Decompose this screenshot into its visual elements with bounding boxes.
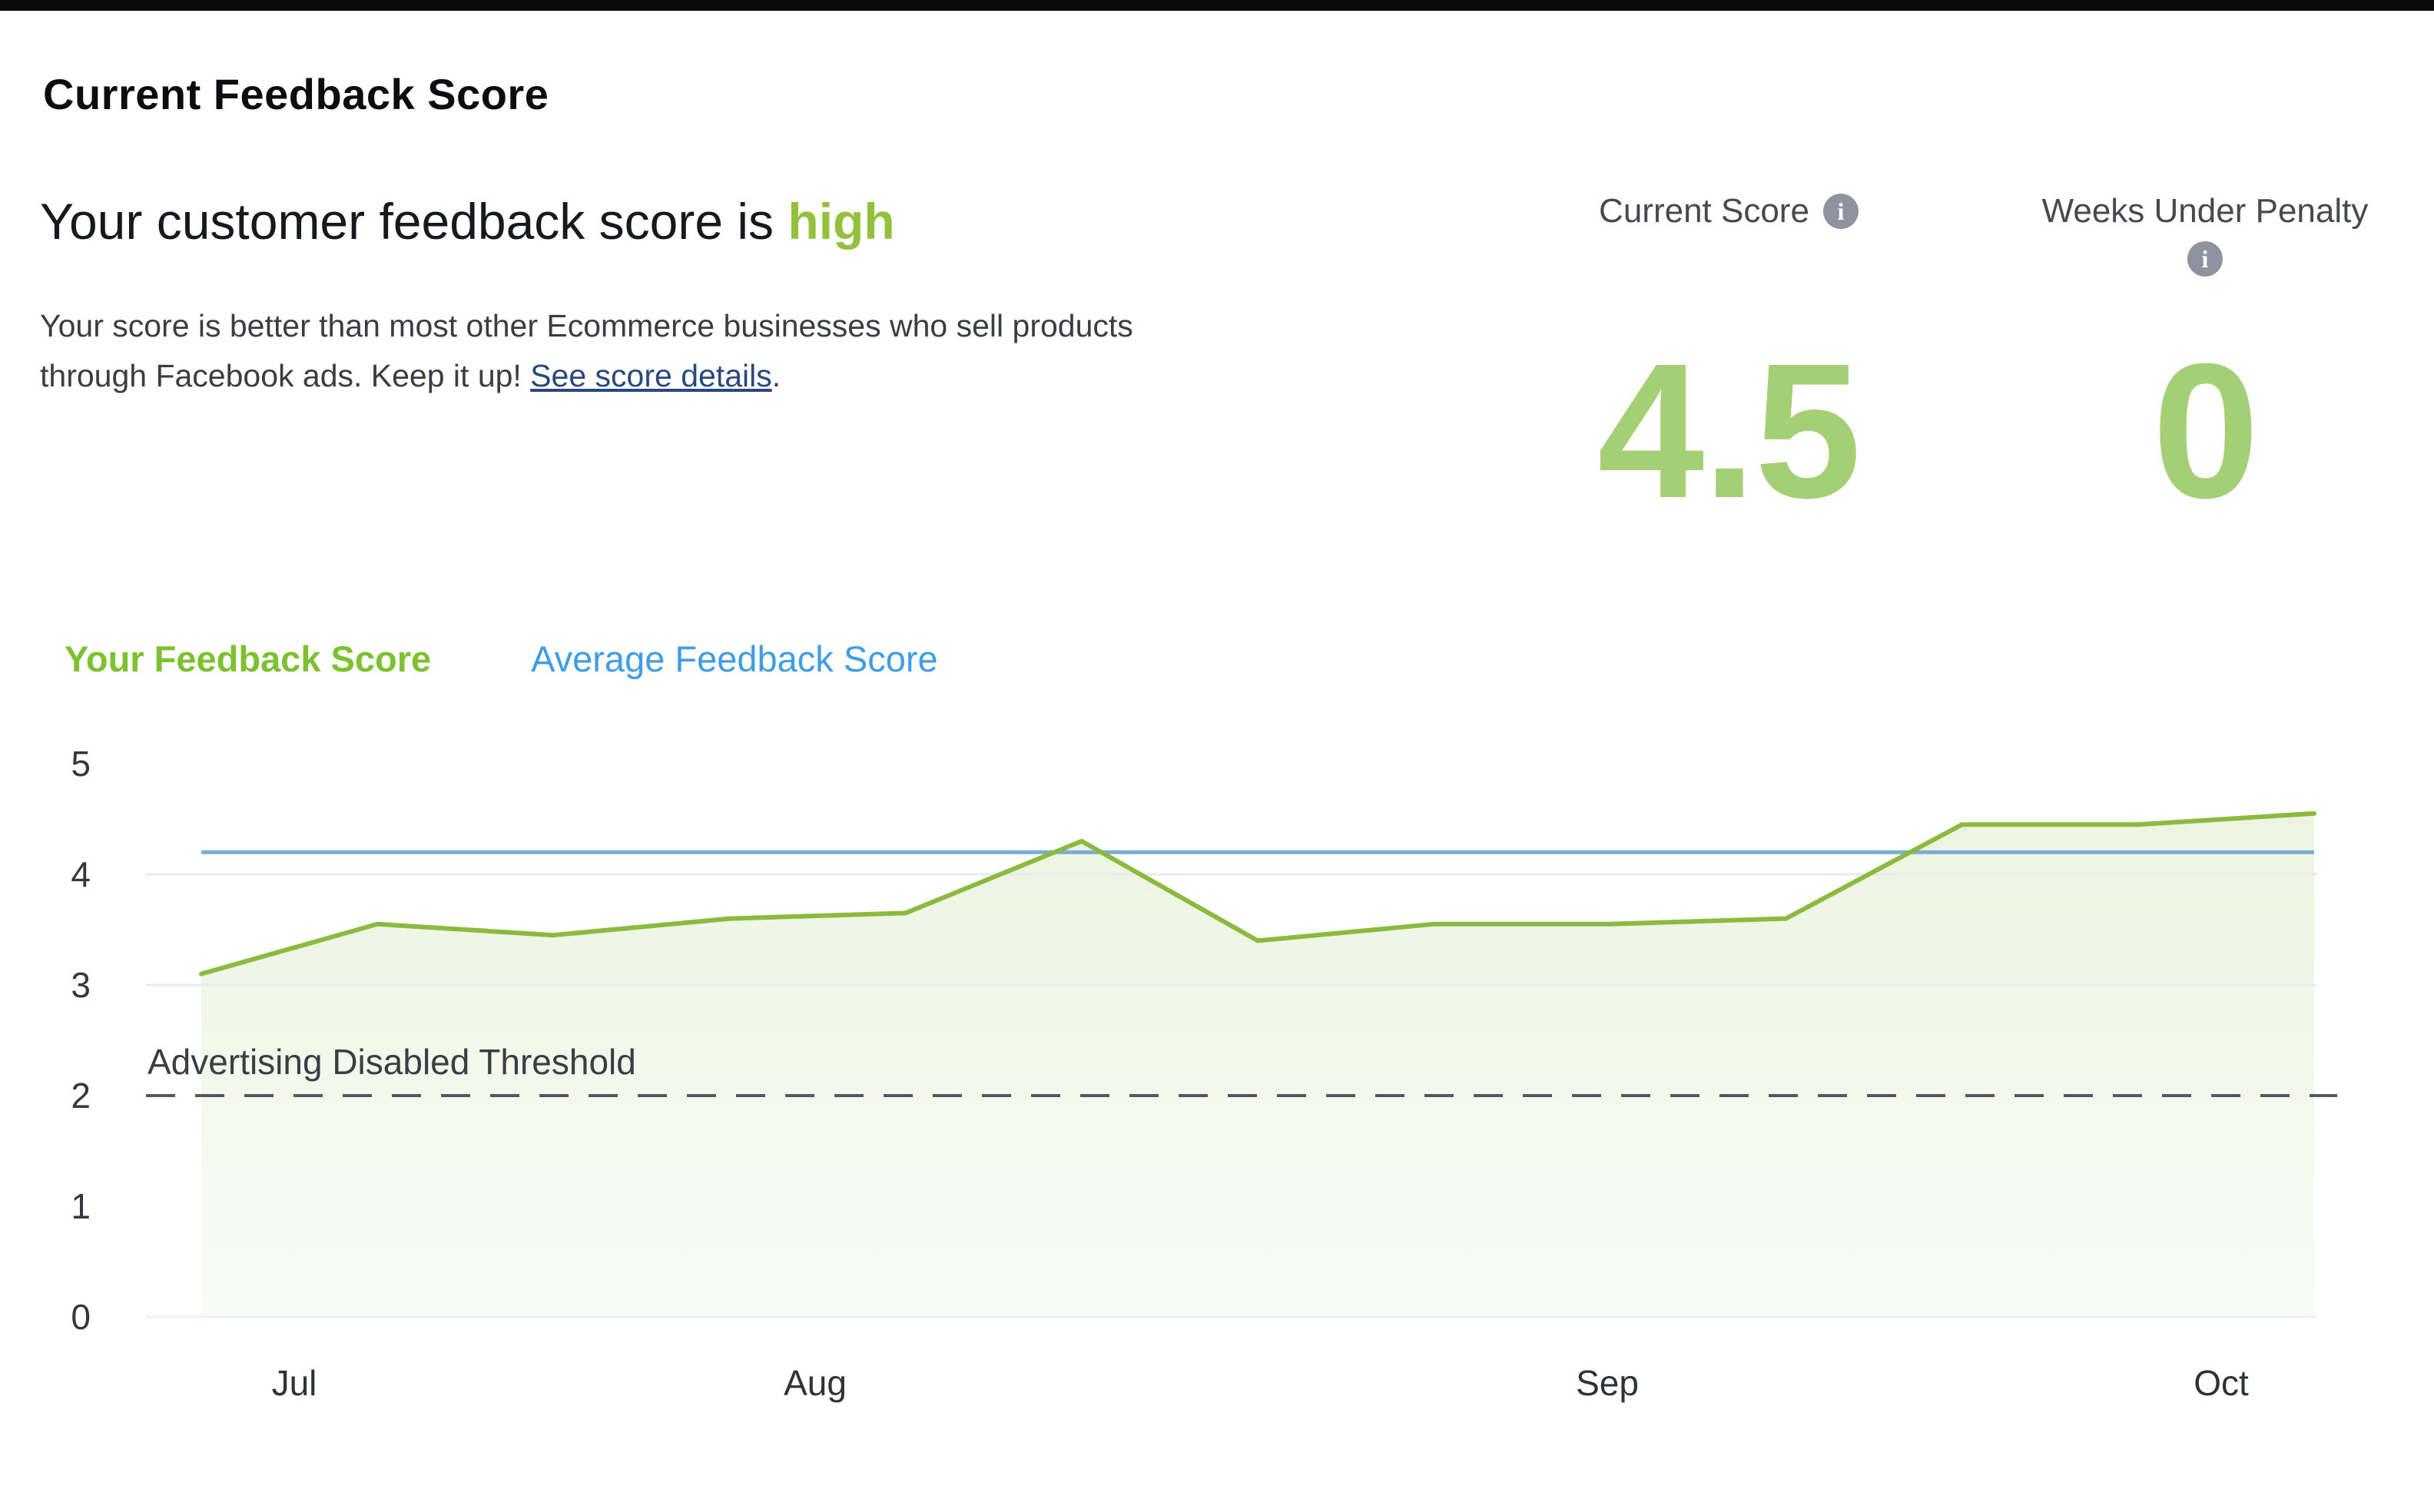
- heading-text: Your customer feedback score is: [40, 193, 788, 250]
- heading-highlight: high: [788, 193, 895, 250]
- feedback-score-chart: Advertising Disabled Threshold 0 1 2 3 4 5 Jul A…: [71, 744, 2337, 1403]
- info-icon[interactable]: [2187, 241, 2223, 277]
- y-axis-tick-label: 5: [71, 744, 91, 784]
- weeks-under-penalty-stat: Weeks Under Penalty: [1990, 192, 2420, 277]
- x-axis-label: Jul: [272, 1363, 317, 1403]
- body-line-1: Your score is better than most other Eco…: [40, 308, 1133, 343]
- body-period: .: [771, 358, 781, 393]
- legend-average-feedback-score[interactable]: Average Feedback Score: [531, 638, 938, 679]
- current-score-label: Current Score: [1599, 192, 1809, 230]
- legend-your-feedback-score[interactable]: Your Feedback Score: [65, 638, 432, 679]
- weeks-under-penalty-label: Weeks Under Penalty: [2041, 192, 2369, 230]
- x-axis-label: Sep: [1576, 1363, 1639, 1403]
- window-top-border: [0, 0, 2434, 11]
- weeks-under-penalty-value: 0: [2152, 323, 2259, 538]
- page-title: Current Feedback Score: [43, 69, 549, 118]
- your-feedback-score-line: [199, 811, 2316, 976]
- score-summary-heading: Your customer feedback score is high: [40, 192, 895, 250]
- y-axis-tick-label: 4: [71, 854, 91, 894]
- y-axis-tick-label: 0: [71, 1297, 91, 1337]
- score-summary-body: Your score is better than most other Eco…: [40, 301, 1392, 401]
- y-axis-tick-label: 2: [71, 1076, 91, 1116]
- x-axis-label: Aug: [784, 1363, 847, 1403]
- y-axis-tick-label: 1: [71, 1186, 91, 1226]
- threshold-label: Advertising Disabled Threshold: [148, 1042, 636, 1082]
- current-score-value: 4.5: [1597, 323, 1862, 538]
- y-axis-tick-label: 3: [71, 965, 91, 1005]
- body-line-2: through Facebook ads. Keep it up!: [40, 358, 531, 393]
- info-icon[interactable]: [1822, 194, 1859, 229]
- x-axis-label: Oct: [2194, 1363, 2249, 1403]
- see-score-details-link[interactable]: See score details: [530, 358, 772, 393]
- chart-legend: Your Feedback Score Average Feedback Sco…: [65, 638, 938, 680]
- current-score-stat: Current Score: [1552, 192, 1905, 230]
- your-feedback-score-area-fill: [201, 813, 2314, 1317]
